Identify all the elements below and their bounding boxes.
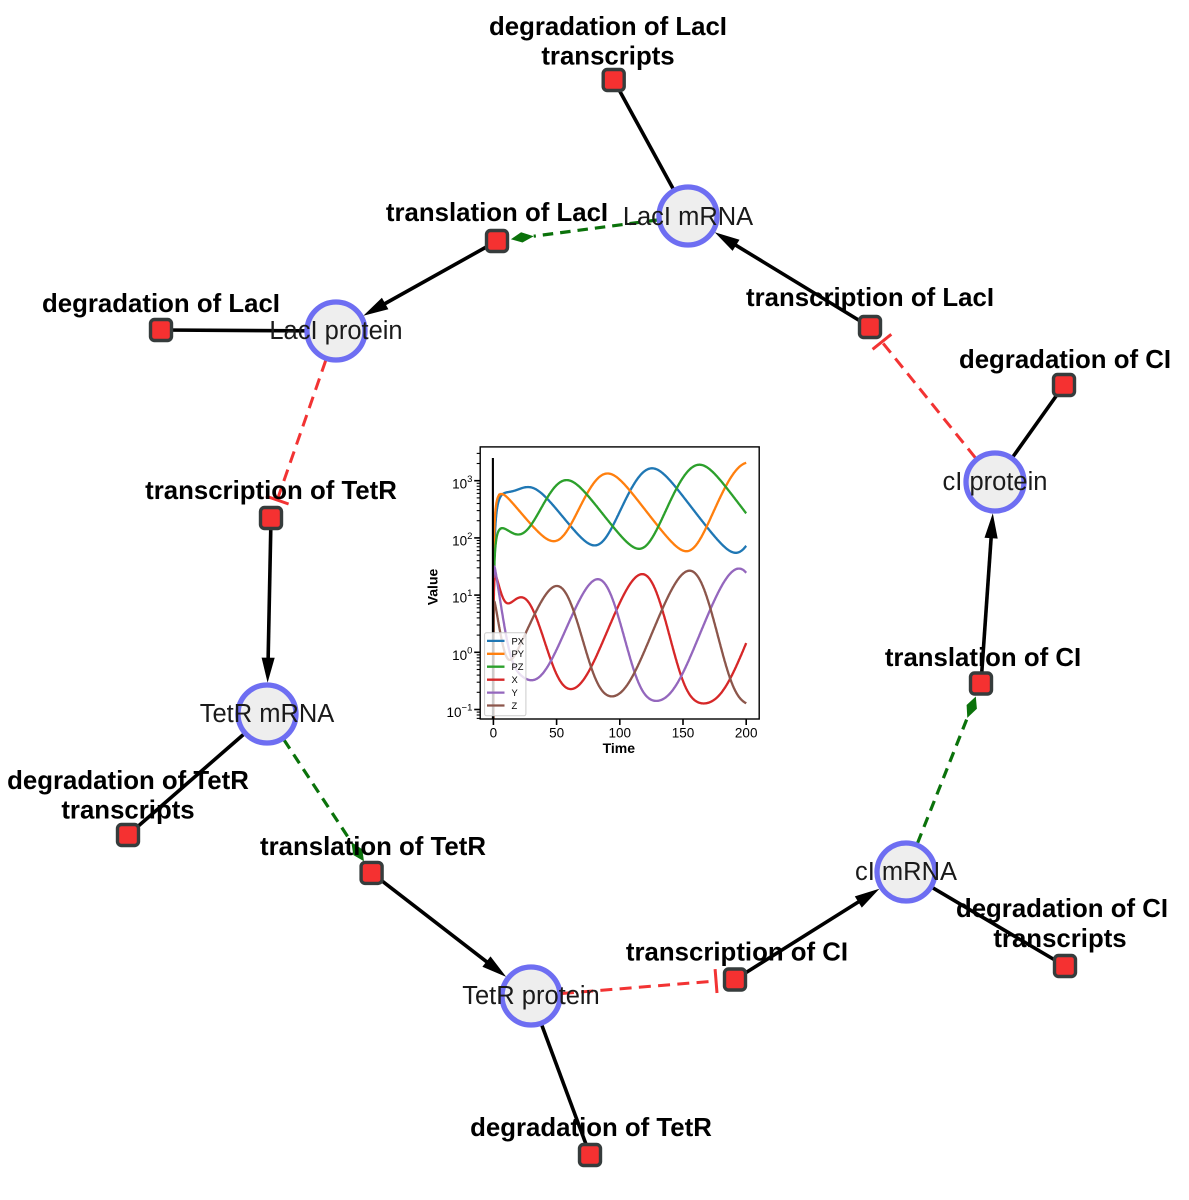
svg-text:degradation of LacI: degradation of LacI [42, 290, 280, 318]
svg-text:transcripts: transcripts [61, 797, 194, 825]
svg-text:100: 100 [452, 645, 472, 663]
svg-text:degradation of CI: degradation of CI [956, 895, 1168, 923]
svg-text:200: 200 [735, 725, 758, 740]
svg-text:X: X [512, 674, 519, 685]
svg-text:150: 150 [672, 725, 695, 740]
svg-text:degradation of TetR: degradation of TetR [470, 1114, 712, 1142]
svg-text:PY: PY [512, 648, 525, 659]
svg-text:cI protein: cI protein [943, 468, 1048, 496]
svg-text:cI mRNA: cI mRNA [855, 858, 957, 886]
svg-text:PZ: PZ [512, 661, 524, 672]
svg-text:transcripts: transcripts [993, 925, 1126, 953]
svg-text:transcription of CI: transcription of CI [626, 939, 848, 967]
svg-text:LacI mRNA: LacI mRNA [623, 203, 753, 231]
svg-text:Value: Value [424, 569, 440, 606]
svg-text:translation of CI: translation of CI [885, 644, 1081, 672]
svg-text:LacI protein: LacI protein [269, 317, 402, 345]
svg-text:Y: Y [512, 687, 519, 698]
svg-text:0: 0 [490, 725, 498, 740]
svg-text:Z: Z [512, 700, 518, 711]
svg-text:102: 102 [452, 531, 472, 549]
svg-text:50: 50 [549, 725, 564, 740]
svg-text:translation of TetR: translation of TetR [260, 833, 486, 861]
svg-text:transcription of TetR: transcription of TetR [145, 477, 397, 505]
svg-text:transcripts: transcripts [541, 43, 674, 71]
svg-text:PX: PX [512, 635, 525, 646]
svg-text:103: 103 [452, 474, 472, 492]
svg-text:101: 101 [452, 588, 472, 606]
svg-text:TetR mRNA: TetR mRNA [200, 700, 335, 728]
svg-text:degradation of CI: degradation of CI [959, 346, 1171, 374]
svg-text:TetR protein: TetR protein [462, 982, 600, 1010]
svg-text:10−1: 10−1 [447, 703, 473, 721]
svg-text:transcription of LacI: transcription of LacI [746, 284, 994, 312]
svg-text:100: 100 [609, 725, 632, 740]
svg-text:translation of LacI: translation of LacI [386, 199, 608, 227]
svg-text:Time: Time [603, 740, 636, 756]
svg-text:degradation of LacI: degradation of LacI [489, 13, 727, 41]
svg-text:degradation of TetR: degradation of TetR [7, 767, 249, 795]
